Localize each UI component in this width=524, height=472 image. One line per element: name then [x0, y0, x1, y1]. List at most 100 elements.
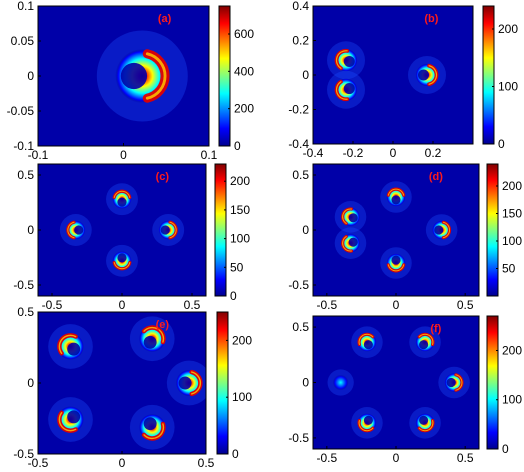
intensity-lobe [409, 407, 441, 439]
colorbar-tick-label: 0 [230, 289, 237, 303]
intensity-lobe [425, 214, 458, 246]
y-tick-label: 0.4 [292, 0, 309, 13]
y-tick-label: -0.05 [7, 104, 35, 118]
intensity-field [334, 181, 458, 279]
intensity-lobe [409, 326, 441, 358]
x-tick-label: -0.4 [303, 146, 324, 160]
x-tick-label: 0 [119, 298, 126, 312]
intensity-lobe [327, 41, 366, 80]
intensity-lobe [96, 30, 188, 122]
x-tick-label: 0 [390, 146, 397, 160]
y-tick-label: 0 [302, 376, 309, 390]
colorbar [219, 6, 230, 146]
colorbar-tick-label: 0 [502, 442, 509, 456]
intensity-lobe [327, 369, 354, 396]
intensity-lobe [48, 324, 93, 369]
x-tick-label: 0 [120, 148, 127, 162]
intensity-lobe [106, 244, 138, 277]
panel-label: (f) [430, 323, 441, 335]
intensity-lobe [351, 407, 383, 439]
y-tick-label: 0 [302, 223, 309, 237]
colorbar-tick-label: 200 [234, 102, 254, 116]
colorbar-frame [486, 315, 499, 450]
intensity-lobe [327, 70, 366, 109]
intensity-lobe [408, 56, 446, 94]
x-tick-label: -0.5 [316, 451, 337, 465]
colorbar [483, 6, 494, 144]
y-tick-label: -0.1 [13, 139, 34, 153]
intensity-field [48, 316, 206, 450]
y-tick-label: -0.5 [13, 278, 34, 292]
panel-label: (c) [156, 171, 170, 183]
x-tick-label: -0.5 [316, 298, 337, 312]
intensity-lobe [380, 247, 412, 279]
y-tick-label: 0.05 [11, 34, 35, 48]
x-tick-label: 0.5 [457, 298, 474, 312]
plot-background [313, 164, 479, 296]
colorbar-tick-label: 100 [230, 232, 250, 246]
colorbar-tick-label: 0 [234, 139, 241, 153]
x-tick-label: -0.2 [343, 146, 364, 160]
colorbar-tick-label: 200 [502, 179, 522, 193]
intensity-lobe [106, 183, 138, 216]
y-tick-label: 0.5 [17, 168, 34, 182]
panel-c: -0.5 0 0.5 0.5 0 -0.5 (c) 200 150 100 50 0 [13, 163, 250, 312]
intensity-lobe [334, 227, 367, 259]
intensity-lobe [152, 214, 185, 246]
colorbar-tick-label: 200 [232, 333, 252, 347]
colorbar-frame [216, 311, 229, 455]
colorbar [487, 164, 498, 296]
y-tick-label: 0.5 [292, 168, 309, 182]
y-tick-label: 0.1 [17, 0, 34, 13]
x-tick-label: -0.5 [42, 298, 63, 312]
colorbar-tick-label: 100 [502, 234, 522, 248]
intensity-lobe [351, 326, 383, 358]
panel-label: (d) [429, 171, 443, 183]
colorbar-tick-label: 0 [498, 137, 505, 151]
colorbar-tick-label: 100 [232, 390, 252, 404]
colorbar-tick-label: 150 [502, 207, 522, 221]
y-tick-label: -0.2 [288, 103, 309, 117]
panel-d: -0.5 0 0.5 0.5 0 -0.5 (d) 200 150 100 50 [288, 163, 522, 312]
colorbar-tick-label: 400 [234, 64, 254, 78]
plot-background [313, 6, 473, 144]
y-tick-label: -0.5 [288, 278, 309, 292]
colorbar-tick-label: 200 [230, 174, 250, 188]
colorbar-tick-label: 200 [498, 22, 518, 36]
y-tick-label: 0 [27, 69, 34, 83]
intensity-lobe [129, 404, 175, 450]
intensity-lobe [129, 316, 175, 362]
x-tick-label: 0.2 [425, 146, 442, 160]
colorbar-tick-label: 100 [498, 80, 518, 94]
x-tick-label: -0.1 [28, 148, 49, 162]
plot-background [38, 164, 206, 296]
colorbar-frame [214, 163, 227, 297]
intensity-field [327, 326, 470, 439]
intensity-lobe [438, 366, 470, 399]
panel-a: -0.1 0 0.1 0.1 0.05 0 -0.05 -0.1 (a) 600 400 200 0 [7, 0, 255, 162]
x-tick-label: -0.5 [28, 456, 49, 470]
colorbar [215, 164, 226, 296]
intensity-lobe [334, 201, 367, 233]
x-tick-label: 0 [393, 451, 400, 465]
colorbar-tick-label: 150 [230, 203, 250, 217]
y-tick-label: 0.2 [292, 34, 309, 48]
panel-label: (e) [156, 319, 170, 331]
x-tick-label: 0.5 [184, 298, 201, 312]
x-tick-label: 0.1 [201, 148, 218, 162]
panel-label: (a) [158, 13, 172, 25]
y-tick-label: 0 [302, 68, 309, 82]
y-tick-label: 0.5 [292, 320, 309, 334]
colorbar-frame [218, 5, 231, 147]
y-tick-label: 0 [27, 376, 34, 390]
panel-f: -0.5 0 0.5 0.5 0 -0.5 (f) 200 100 0 [288, 315, 522, 465]
colorbar-tick-label: 50 [502, 262, 516, 276]
colorbar-frame [482, 5, 495, 145]
colorbar [217, 312, 228, 454]
colorbar [487, 316, 498, 449]
colorbar-tick-label: 200 [502, 343, 522, 357]
y-tick-label: -0.5 [288, 431, 309, 445]
intensity-field [96, 30, 188, 122]
intensity-lobe [59, 214, 92, 246]
